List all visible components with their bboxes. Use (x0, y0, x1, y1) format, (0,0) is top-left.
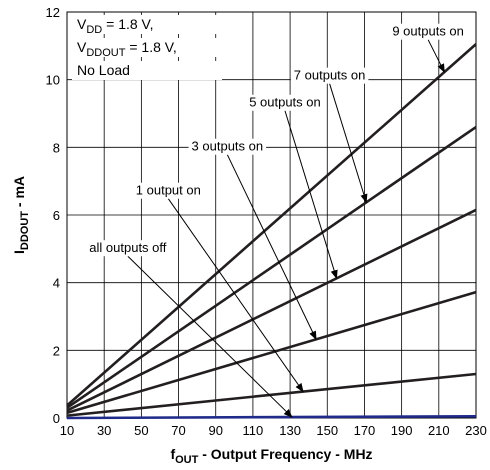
series (66, 43, 477, 420)
annotation-background (188, 138, 267, 155)
y-tick-label: 12 (46, 5, 60, 20)
x-tick-label: 190 (391, 423, 413, 438)
annotation-background (246, 94, 324, 111)
x-tick-label: 230 (465, 423, 487, 438)
y-tick-label: 4 (53, 276, 60, 291)
x-tick-label: 90 (208, 423, 222, 438)
annotation-label: 5 outputs on (249, 95, 321, 110)
y-tick-label: 6 (53, 208, 60, 223)
series-line-3-outputs-on (66, 290, 477, 415)
y-axis-label: IDDOUT - mA (11, 176, 31, 254)
annotation-arrow (427, 39, 445, 73)
x-tick-label: 170 (354, 423, 376, 438)
series-line-7-outputs-on (66, 125, 477, 409)
y-tick-label: 2 (53, 343, 60, 358)
condition-background (72, 15, 222, 34)
y-tick-label: 8 (53, 140, 60, 155)
annotation-background (389, 23, 467, 40)
annotation-background (86, 240, 170, 257)
condition-line: VDDOUT = 1.8 V, (77, 39, 177, 59)
x-tick-label: 110 (243, 423, 264, 438)
y-tick-label: 10 (46, 73, 60, 88)
annotation-arrow (284, 110, 338, 280)
condition-background (72, 38, 222, 57)
annotations: 9 outputs on 7 outputs on 5 outputs on 3 ou… (86, 23, 467, 418)
series-line-all-outputs-off (66, 415, 477, 420)
condition-line: No Load (77, 62, 130, 78)
annotation-label: 3 outputs on (192, 139, 264, 154)
x-tick-label: 50 (134, 423, 148, 438)
condition-line: VDD = 1.8 V, (77, 16, 153, 36)
annotation-arrow (127, 255, 293, 418)
annotation-background (290, 67, 369, 84)
series-line-1-output-on (66, 372, 477, 417)
x-tick-label: 130 (279, 423, 301, 438)
x-tick-label: 150 (316, 423, 338, 438)
x-axis-ticks: 10 30 50 70 90 110 130 150 170 190 210 230 (60, 423, 487, 438)
series-line-9-outputs-on (66, 43, 477, 407)
x-axis-label: fOUT - Output Frequency - MHz (170, 446, 372, 466)
y-tick-label: 0 (53, 411, 60, 426)
annotation-label: 9 outputs on (392, 24, 464, 39)
y-axis-ticks: 0 2 4 6 8 10 12 (46, 5, 60, 426)
annotation-background (132, 182, 204, 199)
x-tick-label: 10 (60, 423, 74, 438)
conditions-note: VDD = 1.8 V, VDDOUT = 1.8 V, No Load (72, 15, 222, 80)
annotation-label: 1 output on (136, 183, 201, 198)
annotation-arrow (329, 83, 368, 204)
condition-background (72, 61, 222, 80)
annotation-label: 7 outputs on (294, 68, 366, 83)
x-tick-label: 30 (97, 423, 111, 438)
series-line-5-outputs-on (66, 208, 477, 412)
annotation-arrow (167, 198, 304, 393)
annotation-label: all outputs off (89, 240, 166, 255)
x-tick-label: 70 (171, 423, 185, 438)
x-tick-label: 210 (428, 423, 450, 438)
annotation-arrow (226, 154, 317, 341)
